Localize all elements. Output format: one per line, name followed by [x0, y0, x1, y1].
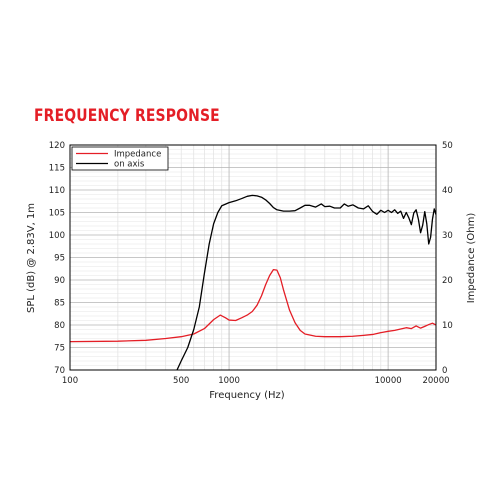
y-tick-label: 95	[54, 254, 65, 264]
x-tick-label: 500	[173, 376, 189, 386]
y-tick-label: 120	[49, 141, 65, 151]
x-tick-label: 10000	[375, 376, 402, 386]
y-tick-label: 90	[54, 276, 65, 286]
y2-tick-label: 50	[442, 141, 453, 151]
y-tick-label: 100	[49, 231, 65, 241]
y-tick-label: 80	[54, 321, 65, 331]
y2-axis-label: Impedance (Ohm)	[466, 213, 477, 304]
x-tick-label: 20000	[422, 376, 449, 386]
y2-tick-label: 20	[442, 276, 453, 286]
legend-on-axis-label: on axis	[114, 160, 145, 170]
y-tick-label: 110	[49, 186, 65, 196]
plot-frame	[69, 144, 437, 371]
y2-tick-label: 40	[442, 186, 453, 196]
legend-box	[71, 146, 169, 171]
series-layer	[70, 194, 436, 370]
series-line-on-axis	[176, 194, 436, 370]
y2-tick-label: 10	[442, 321, 453, 331]
y-tick-label: 105	[49, 209, 65, 219]
y-tick-label: 75	[54, 344, 65, 354]
y-tick-label: 70	[54, 366, 65, 376]
chart-heading: FREQUENCY RESPONSE	[34, 106, 220, 126]
x-axis-label: Frequency (Hz)	[209, 390, 285, 401]
y2-tick-label: 0	[442, 366, 447, 376]
y-tick-label: 85	[54, 299, 65, 309]
x-tick-labels: 100 500 1000 10000 20000	[62, 376, 450, 386]
legend: Impedance on axis	[71, 146, 169, 171]
left-tick-labels: 70 75 80 85 90 95 100 105 110 115 120	[49, 141, 65, 376]
legend-impedance-label: Impedance	[114, 150, 161, 160]
x-tick-label: 1000	[218, 376, 240, 386]
y2-tick-label: 30	[442, 231, 453, 241]
right-tick-labels: 0 10 20 30 40 50	[442, 141, 453, 376]
series-line-impedance	[70, 269, 436, 343]
x-tick-label: 100	[62, 376, 78, 386]
y-tick-label: 115	[49, 164, 65, 174]
y-axis-label: SPL (dB) @ 2.83V, 1m	[26, 203, 37, 313]
